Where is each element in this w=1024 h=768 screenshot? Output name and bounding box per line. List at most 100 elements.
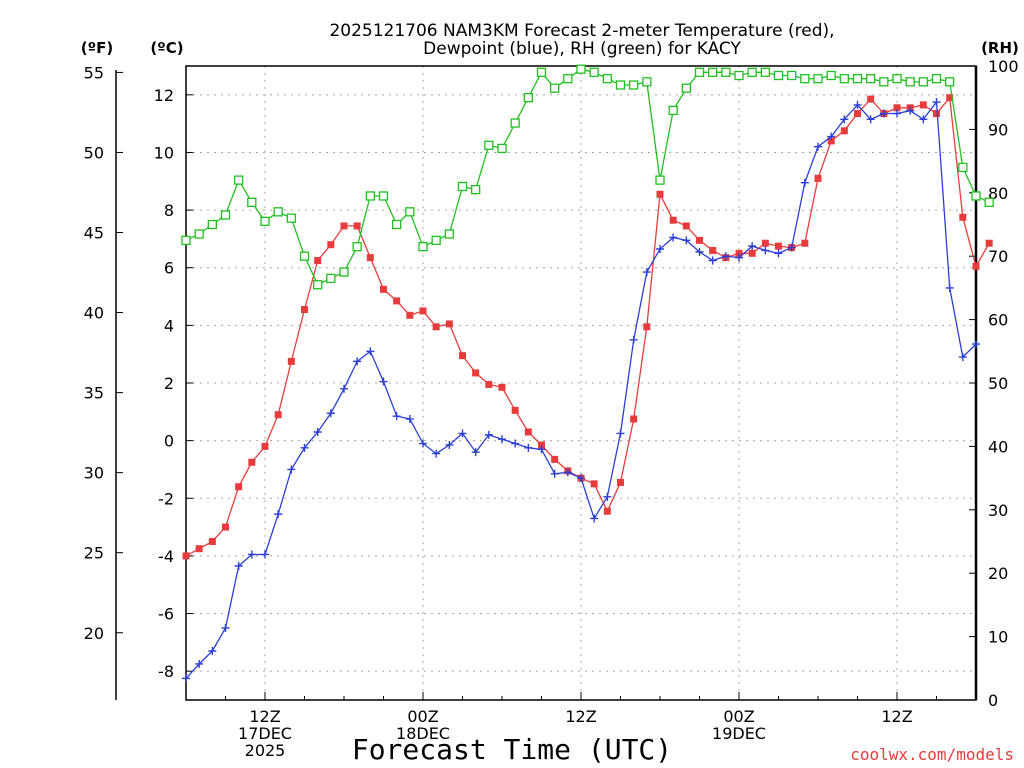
temperature-point: [590, 480, 598, 488]
fahrenheit-tick-label: 40: [84, 304, 104, 323]
celsius-tick-label: 0: [164, 432, 174, 451]
x-tick-label: 00Z: [723, 707, 754, 726]
fahrenheit-tick-label: 20: [84, 624, 104, 643]
temperature-point: [617, 478, 624, 486]
temperature-point: [222, 523, 229, 531]
rh-point: [747, 67, 757, 77]
rh-point: [826, 70, 836, 81]
rh-point: [444, 229, 454, 239]
rh-tick-label: 40: [988, 437, 1008, 456]
rh-point: [484, 140, 494, 150]
temperature-point: [498, 383, 506, 391]
dewpoint-point: [419, 439, 427, 448]
dewpoint-point: [577, 474, 585, 483]
temperature-point: [603, 507, 611, 515]
rh-tick-label: 100: [988, 57, 1019, 76]
rh-point: [563, 74, 573, 84]
x-tick-label: 12Z: [881, 707, 912, 726]
x-tick-label: 12Z: [565, 707, 596, 726]
temperature-line: [185, 96, 990, 557]
rh-point: [497, 143, 507, 154]
rh-point: [576, 64, 586, 74]
temperature-point: [472, 369, 480, 377]
dewpoint-point: [774, 249, 783, 258]
temperature-point: [366, 254, 374, 262]
dewpoint-point: [853, 100, 862, 109]
fahrenheit-tick-label: 25: [84, 544, 104, 563]
fahrenheit-tick-label: 55: [84, 63, 104, 82]
dewpoint-point: [537, 445, 546, 454]
temperature-point: [682, 222, 690, 230]
source-credit: coolwx.com/models: [850, 745, 1014, 764]
temperature-point: [301, 306, 308, 314]
dewpoint-point: [261, 550, 269, 559]
temperature-point: [643, 323, 651, 331]
dewpoint-point: [642, 268, 651, 277]
dewpoint-point: [972, 340, 980, 349]
rh-point: [708, 67, 718, 77]
temperature-point: [538, 441, 545, 449]
temperature-point: [735, 249, 743, 257]
rh-point: [247, 197, 257, 207]
temperature-point: [314, 257, 322, 265]
dewpoint-point: [313, 427, 322, 436]
dewpoint-point: [629, 335, 638, 344]
rh-point: [905, 77, 915, 87]
rh-point: [589, 67, 599, 77]
temperature-point: [959, 213, 967, 221]
dewpoint-point: [603, 492, 612, 501]
series-rh: [181, 64, 994, 290]
rh-tick-label: 90: [988, 120, 1008, 139]
rh-point: [655, 175, 665, 185]
x-axis-label: Forecast Time (UTC): [352, 733, 672, 766]
temperature-point: [946, 94, 954, 102]
temperature-point: [761, 239, 769, 247]
rh-point: [971, 191, 981, 201]
rh-point: [892, 74, 902, 84]
dewpoint-point: [827, 132, 836, 141]
rh-tick-label: 10: [988, 628, 1008, 647]
celsius-tick-label: 2: [164, 374, 174, 393]
tick-labels: -8-6-4-202468101220253035404550550102030…: [84, 57, 1019, 760]
dewpoint-point: [379, 377, 388, 386]
temperature-point: [893, 104, 901, 112]
rh-tick-label: 50: [988, 374, 1008, 393]
dewpoint-point: [866, 115, 875, 124]
rh-point: [234, 175, 244, 185]
rh-point: [615, 80, 626, 90]
rh-point: [721, 67, 731, 77]
dewpoint-point: [353, 357, 362, 366]
fahrenheit-tick-label: 50: [84, 143, 104, 162]
dewpoint-point: [182, 674, 190, 683]
temperature-point: [445, 320, 453, 328]
dewpoint-point: [906, 106, 915, 115]
dewpoint-point: [682, 236, 691, 245]
temperature-point: [327, 241, 335, 249]
celsius-tick-label: 8: [164, 201, 174, 220]
celsius-tick-label: -2: [158, 489, 174, 508]
dewpoint-point: [919, 115, 928, 124]
dewpoint-point: [840, 115, 849, 124]
dewpoint-point: [405, 415, 414, 424]
temperature-point: [867, 95, 875, 103]
dewpoint-point: [511, 439, 520, 448]
dewpoint-point: [708, 256, 717, 265]
series-dewpoint: [182, 98, 980, 683]
celsius-tick-label: 6: [164, 259, 174, 278]
rh-point: [326, 273, 336, 284]
rh-point: [378, 191, 389, 201]
rh-point: [642, 77, 652, 87]
rh-point: [220, 210, 231, 220]
x-tick-label: 12Z: [249, 707, 280, 726]
temperature-point: [656, 190, 664, 198]
x-tick-label: 2025: [245, 741, 286, 760]
rh-point: [194, 229, 204, 239]
rh-point: [681, 83, 691, 93]
dewpoint-point: [366, 347, 375, 356]
dewpoint-point: [432, 449, 441, 458]
dewpoint-point: [958, 353, 967, 362]
temperature-point: [511, 406, 519, 414]
dewpoint-point: [274, 510, 283, 519]
temperature-point: [775, 242, 782, 250]
